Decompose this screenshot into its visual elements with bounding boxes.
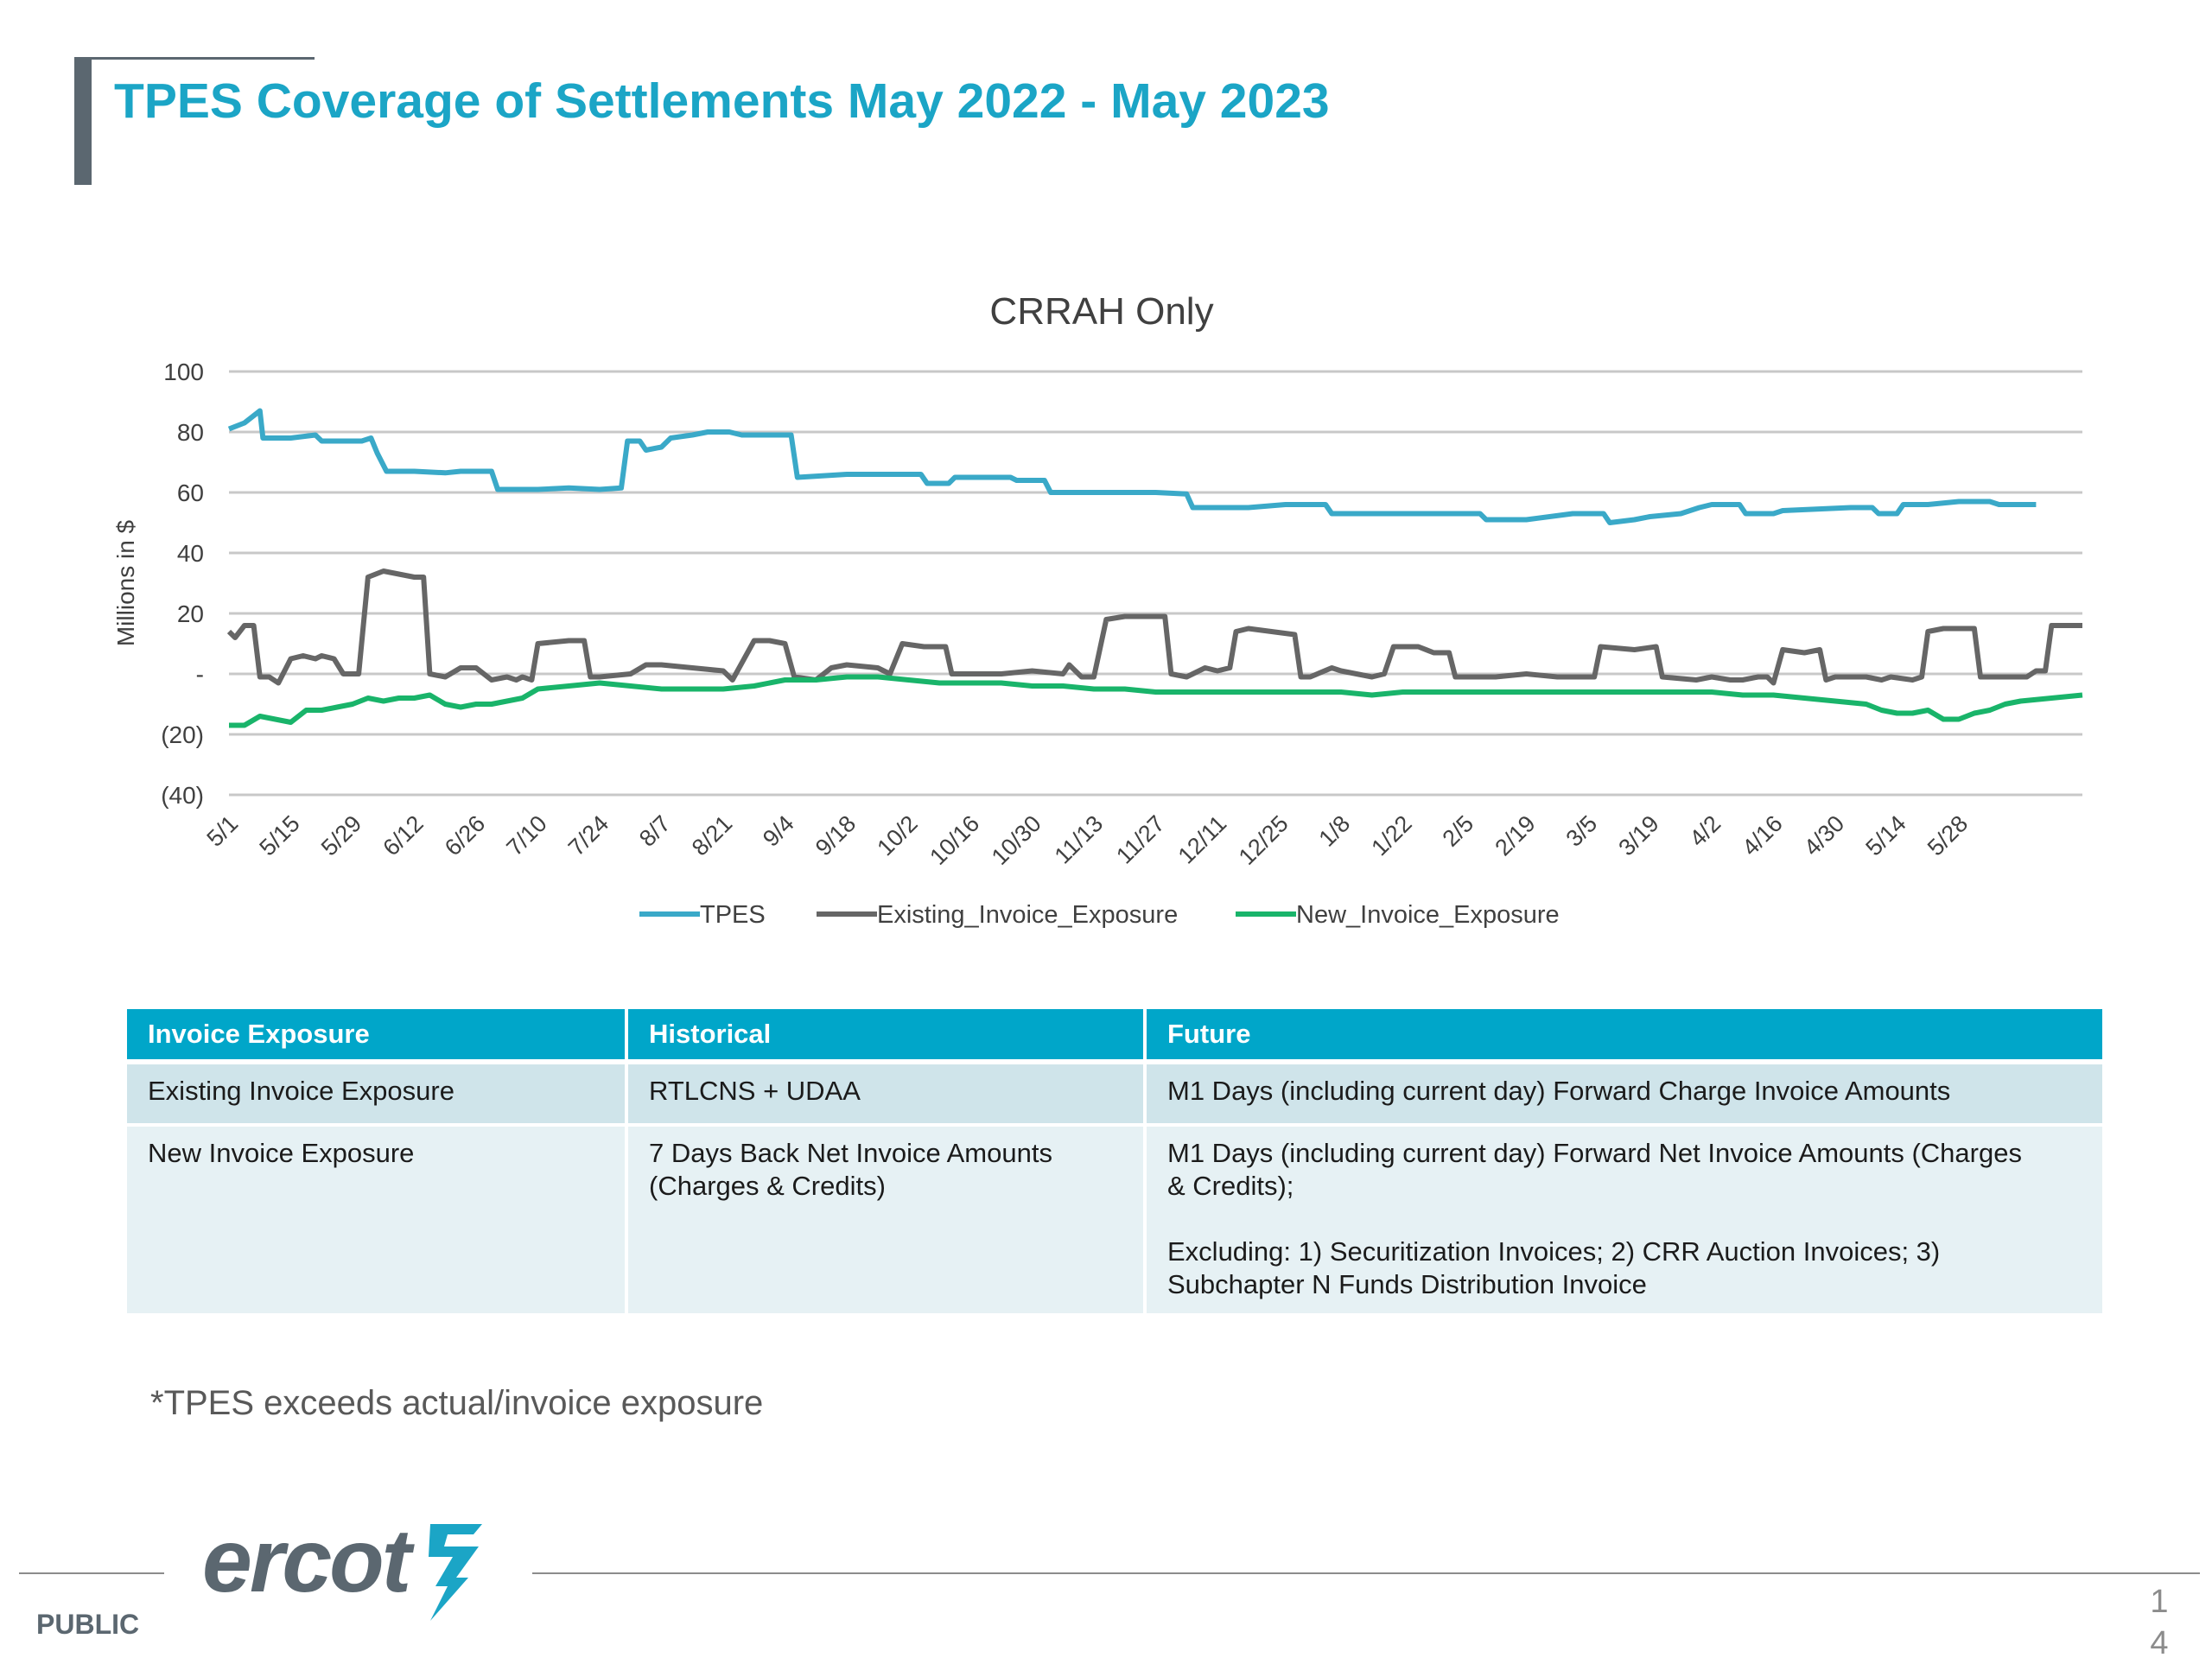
x-tick-label: 8/21 xyxy=(687,810,737,861)
header-future: Future xyxy=(1147,1009,2106,1064)
row-historical: RTLCNS + UDAA xyxy=(628,1064,1147,1127)
x-tick-label: 5/29 xyxy=(316,810,366,861)
table-header-row: Invoice Exposure Historical Future xyxy=(127,1009,2106,1064)
table-row: Existing Invoice Exposure RTLCNS + UDAA … xyxy=(127,1064,2106,1127)
y-tick-label: - xyxy=(196,661,204,688)
x-tick-label: 3/5 xyxy=(1560,810,1602,852)
row-historical: 7 Days Back Net Invoice Amounts (Charges… xyxy=(628,1127,1147,1317)
page-title: TPES Coverage of Settlements May 2022 - … xyxy=(114,73,1330,129)
header-invoice-exposure: Invoice Exposure xyxy=(127,1009,628,1064)
x-tick-label: 10/30 xyxy=(987,810,1046,870)
row-label: Existing Invoice Exposure xyxy=(127,1064,628,1127)
series-line-tpes xyxy=(227,408,2037,525)
footer-divider-right xyxy=(532,1572,2200,1574)
historical-line: (Charges & Credits) xyxy=(649,1171,886,1201)
x-tick-label: 1/8 xyxy=(1313,810,1355,852)
title-rule xyxy=(74,57,315,60)
future-line: & Credits); xyxy=(1167,1171,1294,1201)
x-tick-label: 10/2 xyxy=(872,810,922,861)
y-tick-label: 20 xyxy=(177,600,204,627)
x-tick-label: 4/2 xyxy=(1684,810,1726,852)
x-tick-label: 3/19 xyxy=(1613,810,1663,861)
y-tick-label: (20) xyxy=(161,721,204,748)
ercot-logo-text: ercot xyxy=(202,1511,411,1611)
legend-label: New_Invoice_Exposure xyxy=(1296,901,1560,929)
table-row: New Invoice Exposure 7 Days Back Net Inv… xyxy=(127,1127,2106,1317)
x-tick-label: 4/16 xyxy=(1737,810,1787,861)
crrah-line-chart: CRRAH Only 100 80 60 40 20 - (20) (40) Millions i… xyxy=(112,290,2083,929)
y-tick-label: 60 xyxy=(177,480,204,506)
y-tick-label: 40 xyxy=(177,540,204,567)
x-tick-label: 10/16 xyxy=(925,810,984,870)
future-line: Subchapter N Funds Distribution Invoice xyxy=(1167,1269,1647,1299)
x-tick-label: 6/26 xyxy=(440,810,490,861)
chart-title: CRRAH Only xyxy=(989,290,1213,333)
x-tick-label: 6/12 xyxy=(378,810,428,861)
x-tick-label: 5/28 xyxy=(1923,810,1973,861)
row-future: M1 Days (including current day) Forward … xyxy=(1147,1127,2106,1317)
future-line: M1 Days (including current day) Forward … xyxy=(1167,1138,2022,1168)
future-line: Excluding: 1) Securitization Invoices; 2… xyxy=(1167,1236,1941,1267)
page-number: 1 4 xyxy=(2150,1584,2169,1661)
footer-divider-left xyxy=(19,1572,164,1574)
x-tick-label: 7/24 xyxy=(563,810,613,861)
historical-line: 7 Days Back Net Invoice Amounts xyxy=(649,1138,1052,1168)
y-tick-label: (40) xyxy=(161,782,204,809)
x-tick-label: 1/22 xyxy=(1366,810,1416,861)
x-tick-label: 8/7 xyxy=(634,810,676,852)
x-tick-label: 9/4 xyxy=(758,810,799,852)
x-tick-label: 4/30 xyxy=(1799,810,1849,861)
ercot-bolt-icon xyxy=(429,1524,482,1621)
x-tick-label: 2/5 xyxy=(1437,810,1478,852)
y-axis-label: Millions in $ xyxy=(112,519,139,646)
series-line-new-invoice-exposure xyxy=(229,674,2083,728)
x-tick-label: 5/15 xyxy=(254,810,304,861)
invoice-exposure-table: Invoice Exposure Historical Future Exist… xyxy=(127,1009,2106,1317)
row-label: New Invoice Exposure xyxy=(127,1127,628,1317)
header-historical: Historical xyxy=(628,1009,1147,1064)
x-tick-label: 11/13 xyxy=(1050,810,1109,869)
x-tick-label: 12/25 xyxy=(1234,810,1294,870)
x-tick-label: 11/27 xyxy=(1111,810,1170,869)
series-line-existing-invoice-exposure xyxy=(226,568,2082,686)
x-tick-label: 5/14 xyxy=(1860,810,1910,861)
title-accent-bar xyxy=(74,57,92,185)
legend-label: TPES xyxy=(700,901,766,929)
x-tick-label: 2/19 xyxy=(1490,810,1540,861)
footnote: *TPES exceeds actual/invoice exposure xyxy=(150,1384,764,1422)
y-tick-label: 80 xyxy=(177,419,204,446)
row-future: M1 Days (including current day) Forward … xyxy=(1147,1064,2106,1127)
public-label: PUBLIC xyxy=(36,1609,140,1640)
legend-label: Existing_Invoice_Exposure xyxy=(877,901,1178,929)
x-tick-label: 7/10 xyxy=(501,810,551,861)
x-tick-label: 9/18 xyxy=(810,810,861,861)
y-tick-label: 100 xyxy=(163,359,204,385)
x-tick-label: 5/1 xyxy=(201,810,243,852)
x-tick-label: 12/11 xyxy=(1173,810,1232,869)
